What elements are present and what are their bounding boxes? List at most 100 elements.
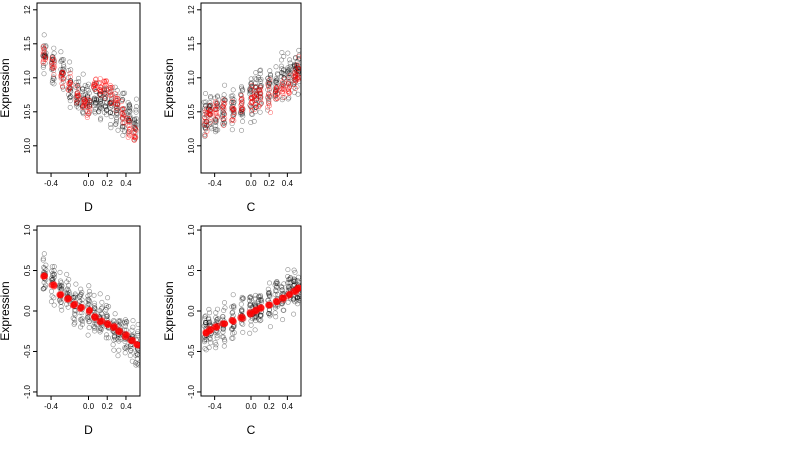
data-point: [91, 95, 97, 101]
data-point: [231, 324, 237, 330]
data-point: [127, 343, 133, 349]
data-point: [214, 325, 220, 331]
data-point: [133, 109, 139, 115]
data-point: [85, 109, 91, 115]
data-point: [85, 311, 91, 317]
data-point: [272, 305, 278, 311]
data-point: [214, 127, 220, 133]
data-point: [202, 339, 208, 345]
data-point: [231, 322, 237, 328]
data-point: [247, 311, 254, 318]
data-point: [110, 342, 116, 348]
data-point: [295, 285, 301, 292]
data-point: [86, 325, 92, 331]
data-point: [129, 337, 135, 343]
data-point: [285, 86, 291, 92]
data-point: [126, 131, 132, 137]
data-point: [221, 123, 227, 129]
data-point: [275, 303, 281, 309]
data-point: [130, 332, 136, 338]
data-point: [50, 74, 56, 80]
data-point: [254, 310, 260, 316]
data-point: [41, 279, 47, 285]
data-point: [275, 281, 281, 287]
data-point: [296, 282, 301, 288]
data-point: [249, 315, 255, 321]
data-point: [213, 342, 219, 348]
data-point: [64, 296, 70, 302]
data-point: [91, 308, 97, 314]
data-point: [110, 328, 116, 334]
data-point: [206, 345, 212, 351]
data-point: [292, 287, 299, 295]
data-point: [124, 343, 130, 349]
data-point: [258, 296, 264, 302]
data-point: [77, 303, 83, 309]
data-point: [41, 276, 47, 282]
data-point: [94, 97, 100, 103]
data-point: [57, 290, 65, 298]
data-point: [76, 85, 82, 91]
data-point: [204, 323, 210, 329]
data-point: [285, 284, 291, 290]
data-point: [115, 96, 121, 102]
data-point: [79, 316, 85, 322]
data-point: [92, 95, 98, 101]
data-point: [273, 297, 279, 303]
data-point: [266, 98, 272, 104]
data-point: [105, 320, 112, 327]
data-point: [221, 97, 227, 103]
data-point: [202, 328, 209, 336]
data-point: [59, 283, 65, 289]
data-point: [214, 106, 220, 112]
data-point: [96, 315, 102, 321]
data-point: [252, 308, 260, 315]
data-point: [114, 328, 122, 336]
data-point: [230, 318, 237, 326]
data-point: [119, 115, 125, 121]
data-point: [92, 312, 98, 318]
data-point: [98, 101, 104, 107]
data-point: [77, 310, 83, 316]
data-point: [103, 314, 109, 320]
data-point: [285, 267, 291, 273]
data-point: [238, 317, 244, 323]
data-point: [102, 79, 108, 85]
data-point: [201, 333, 207, 339]
data-point: [213, 110, 219, 116]
data-point: [66, 299, 72, 305]
data-point: [295, 287, 301, 293]
data-point: [203, 313, 209, 319]
chart-panel-4: -0.4 0.0 0.2 0.4 -1.0 -0.5 0.0 0.5 1.0 C Expressio…: [162, 224, 302, 437]
data-point: [254, 312, 260, 318]
y-tick-label: 10.0: [187, 137, 196, 153]
data-point: [82, 92, 88, 98]
data-point: [285, 290, 291, 296]
data-point: [40, 286, 46, 292]
data-point: [206, 320, 212, 326]
data-point: [113, 96, 119, 102]
data-point: [230, 87, 236, 93]
chart-panel-3: -0.4 0.0 0.2 0.4 -1.0 -0.5 0.0 0.5 1.0 D Expressio…: [0, 224, 141, 437]
data-point: [273, 298, 281, 306]
data-point: [253, 308, 259, 314]
data-point: [91, 313, 99, 320]
data-point: [292, 288, 300, 296]
data-point: [49, 80, 55, 86]
data-point: [116, 318, 122, 324]
data-point: [103, 319, 111, 327]
data-point: [278, 63, 284, 69]
data-point: [239, 127, 245, 133]
data-point: [112, 334, 118, 340]
data-point: [71, 300, 79, 308]
data-point: [129, 337, 137, 345]
data-point: [253, 70, 259, 76]
data-point: [295, 284, 301, 291]
data-point: [287, 69, 293, 75]
data-point: [79, 289, 85, 295]
data-point: [65, 304, 71, 310]
data-point: [58, 304, 64, 310]
data-point: [85, 305, 91, 311]
data-point: [237, 315, 245, 322]
data-point: [72, 312, 78, 318]
